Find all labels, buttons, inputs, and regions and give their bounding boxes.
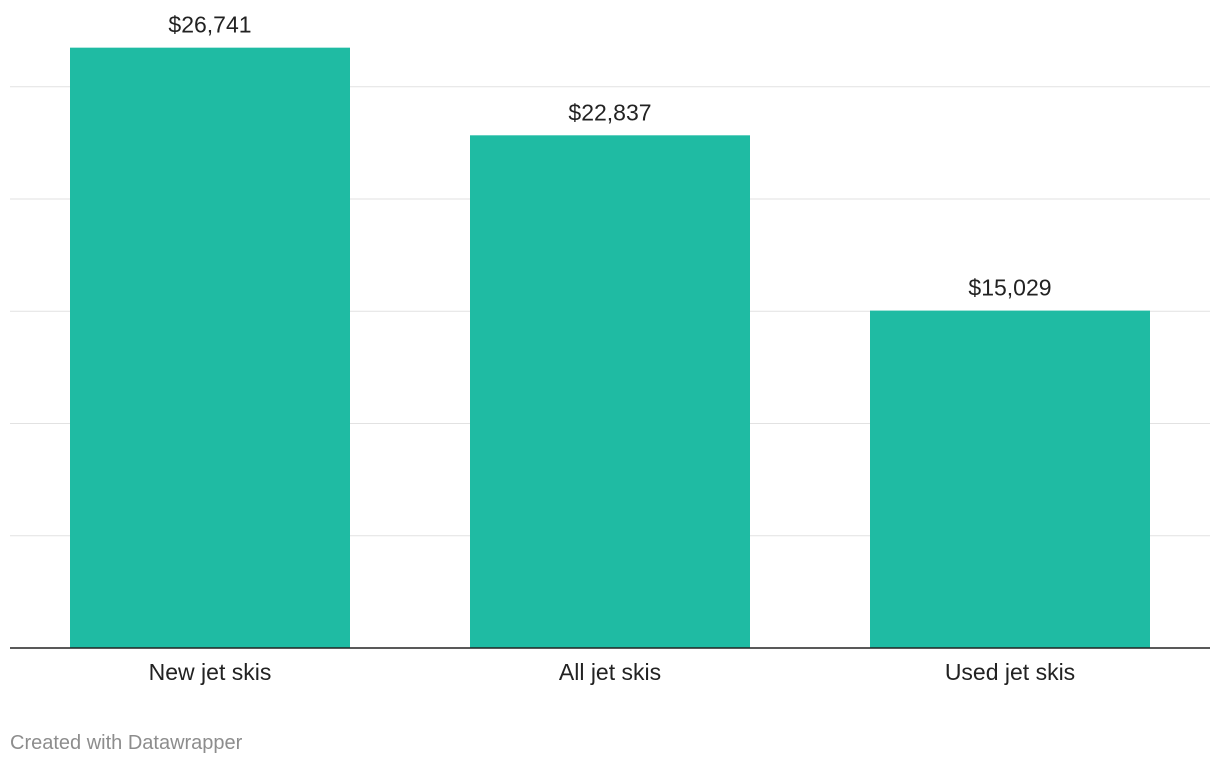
bar-1 (470, 135, 750, 649)
credit-text: Created with Datawrapper (10, 732, 243, 754)
value-label-1: $22,837 (568, 99, 651, 125)
category-label-2: Used jet skis (945, 659, 1075, 685)
value-label-0: $26,741 (168, 12, 251, 38)
value-label-2: $15,029 (968, 275, 1051, 301)
bar-0 (70, 47, 350, 648)
category-label-1: All jet skis (559, 659, 661, 685)
category-label-0: New jet skis (149, 659, 272, 685)
labels: $26,741 New jet skis $22,837 All jet skis $1… (149, 12, 1076, 685)
bars (70, 47, 1150, 649)
bar-2 (870, 310, 1150, 648)
